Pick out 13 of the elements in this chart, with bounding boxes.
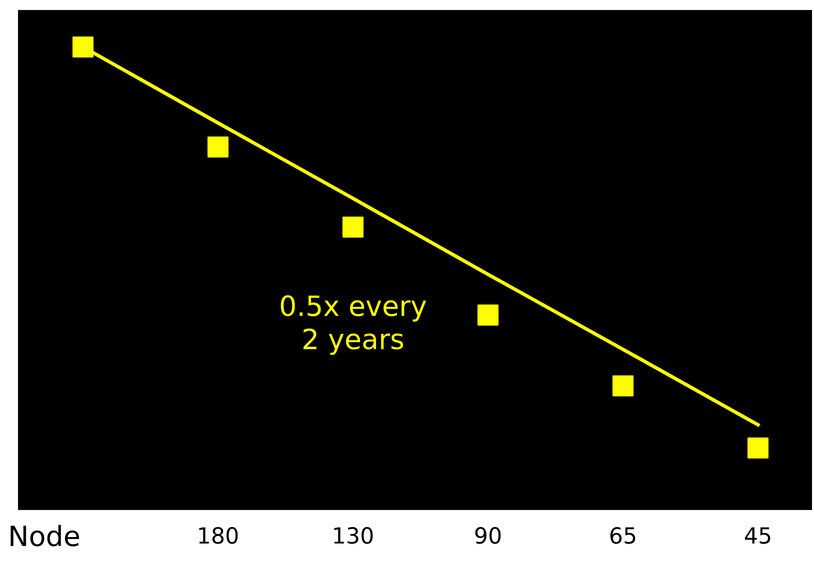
point bbox=[342, 216, 364, 238]
x-tick-label: 180 bbox=[199, 527, 238, 544]
annotation: 0.5x every 2 years bbox=[280, 295, 426, 355]
point bbox=[207, 136, 229, 158]
x-tick-label: 65 bbox=[610, 527, 636, 544]
point bbox=[612, 375, 634, 396]
x-axis-title: Node bbox=[10, 524, 80, 546]
point bbox=[477, 304, 499, 326]
x-tick-label: 130 bbox=[334, 527, 373, 544]
point bbox=[72, 36, 94, 58]
point bbox=[747, 437, 769, 458]
x-tick-label: 90 bbox=[475, 527, 501, 544]
x-tick-label: 45 bbox=[744, 527, 770, 544]
